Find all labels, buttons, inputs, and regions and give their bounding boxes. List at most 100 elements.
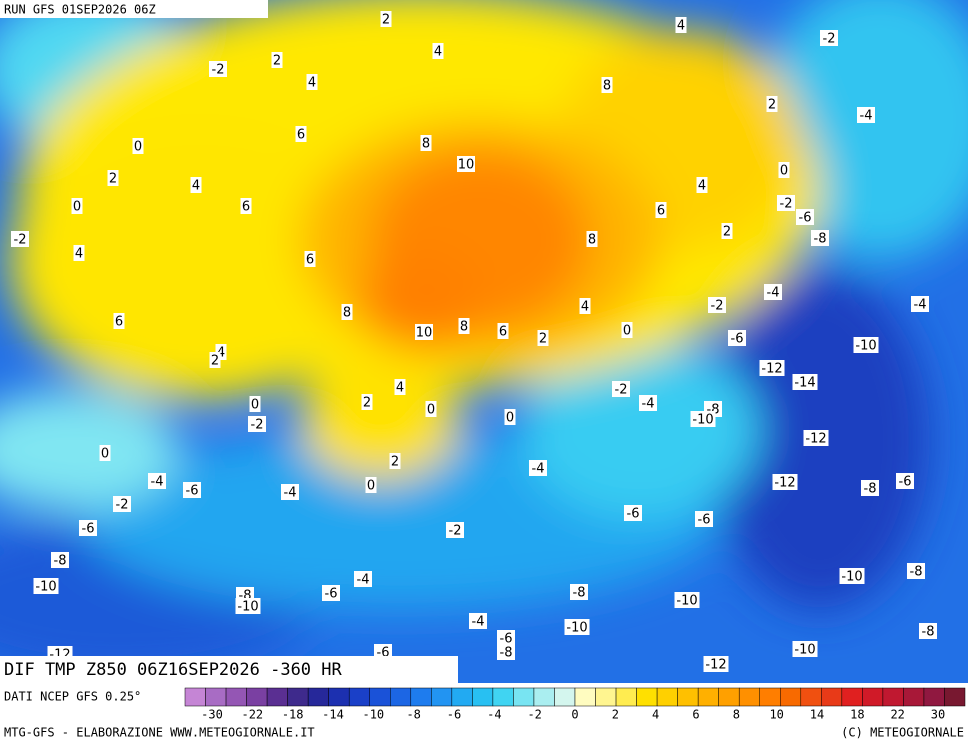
contour-label: 10 (416, 326, 433, 341)
contour-label: 2 (109, 172, 117, 187)
colorbar-cell (738, 687, 760, 707)
label-box (415, 324, 433, 340)
contour-label: -2 (449, 524, 462, 539)
colorbar-cell (862, 687, 884, 707)
label-box (764, 284, 782, 300)
contour-label: -6 (325, 587, 338, 602)
colorbar-tick-label: -6 (447, 708, 461, 722)
label-box (811, 230, 829, 246)
label-box (803, 430, 829, 446)
label-box (446, 522, 464, 538)
label-box (365, 477, 377, 493)
colorbar-cell (205, 687, 227, 707)
colorbar-cell (513, 687, 535, 707)
contour-label: 4 (698, 179, 706, 194)
contour-label: 4 (434, 45, 442, 60)
contour-label: -2 (116, 498, 129, 513)
contour-label: 8 (603, 79, 611, 94)
colorbar-cell (903, 687, 925, 707)
label-box (504, 409, 516, 425)
contour-label: 4 (75, 247, 83, 262)
label-box (621, 322, 633, 338)
colorbar-tick-label: 6 (692, 708, 699, 722)
contour-label: -6 (500, 632, 513, 647)
colorbar-cell (718, 687, 740, 707)
colorbar-tick-label: -8 (406, 708, 420, 722)
colorbar-cell (821, 687, 843, 707)
label-box (306, 74, 318, 90)
contour-label: -6 (698, 513, 711, 528)
contour-label: -6 (799, 211, 812, 226)
contour-label: -4 (532, 462, 545, 477)
colorbar-cell (307, 687, 329, 707)
colorbar-cell (184, 687, 206, 707)
label-box (586, 231, 598, 247)
contour-label: 8 (343, 306, 351, 321)
contour-label: 8 (460, 320, 468, 335)
label-box (432, 43, 444, 59)
label-box (612, 381, 630, 397)
label-box (861, 480, 879, 496)
label-box (295, 126, 307, 142)
contour-label: 4 (396, 381, 404, 396)
label-box (919, 623, 937, 639)
label-box (354, 571, 372, 587)
label-box (675, 17, 687, 33)
colorbar-cell (266, 687, 288, 707)
contour-label: 0 (134, 140, 142, 155)
contour-label: -14 (794, 376, 815, 391)
contour-label: -12 (761, 362, 782, 377)
label-box (703, 656, 729, 672)
colorbar-cell (882, 687, 904, 707)
label-box (696, 177, 708, 193)
colorbar-cell (451, 687, 473, 707)
contour-label: 2 (382, 13, 390, 28)
contour-label: -6 (731, 332, 744, 347)
contour-label: -2 (780, 197, 793, 212)
colorbar-cell (225, 687, 247, 707)
label-box (766, 96, 778, 112)
label-box (695, 511, 713, 527)
label-box (215, 344, 227, 360)
colorbar-cell (636, 687, 658, 707)
colorbar-tick-label: 18 (850, 708, 864, 722)
contour-label: -4 (914, 298, 927, 313)
contour-label: 2 (211, 354, 219, 369)
label-box (896, 473, 914, 489)
label-box (639, 395, 657, 411)
label-box (113, 313, 125, 329)
contour-label: -6 (82, 522, 95, 537)
colorbar-tick-label: -18 (282, 708, 304, 722)
colorbar-tick-label: -4 (487, 708, 501, 722)
contour-label: 6 (242, 200, 250, 215)
colorbar-tick-label: -22 (241, 708, 263, 722)
contour-label: 0 (367, 479, 375, 494)
label-box (322, 585, 340, 601)
contour-label: 0 (101, 447, 109, 462)
label-box (529, 460, 547, 476)
label-box (570, 584, 588, 600)
colorbar-tick-label: 0 (571, 708, 578, 722)
colorbar-cell (615, 687, 637, 707)
contour-label: 2 (768, 98, 776, 113)
label-box (361, 394, 373, 410)
label-box (458, 318, 470, 334)
contour-label: -8 (814, 232, 827, 247)
contour-label: 10 (458, 158, 475, 173)
colorbar-cell (246, 687, 268, 707)
label-box (132, 138, 144, 154)
contour-label: -10 (841, 570, 862, 585)
label-box (674, 592, 700, 608)
label-box (579, 298, 591, 314)
label-box (564, 619, 590, 635)
contour-label: 2 (391, 455, 399, 470)
copyright: (C) METEOGIORNALE (841, 726, 964, 740)
label-box (457, 156, 475, 172)
label-box (728, 330, 746, 346)
contour-label: -12 (805, 432, 826, 447)
contour-label: 6 (297, 128, 305, 143)
title-box (0, 656, 458, 683)
contour-label: -4 (357, 573, 370, 588)
contour-label: 4 (677, 19, 685, 34)
